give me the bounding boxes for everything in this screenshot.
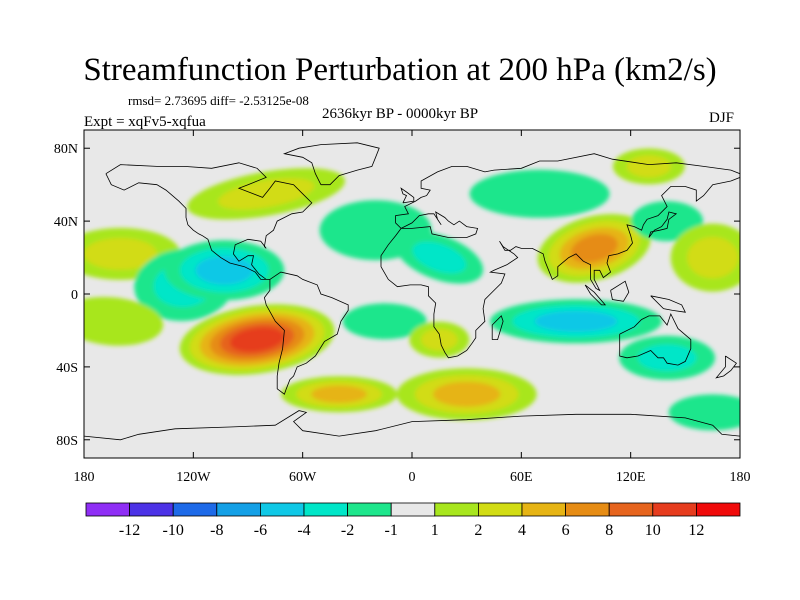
contour-fill xyxy=(84,238,157,270)
colorbar-label: -12 xyxy=(119,522,140,539)
colorbar-label: 6 xyxy=(562,522,570,539)
colorbar-swatch xyxy=(303,502,348,517)
colorbar-swatch xyxy=(696,502,741,517)
anomaly-region xyxy=(490,299,662,344)
colorbar-swatch xyxy=(565,502,610,517)
colorbar-label: 8 xyxy=(605,522,613,539)
colorbar-swatch xyxy=(85,502,130,517)
coastline-great-britain xyxy=(400,187,415,204)
colorbar-swatch xyxy=(434,502,479,517)
experiment-label: Expt = xqFv5-xqfua xyxy=(84,114,206,130)
y-tick-label: 0 xyxy=(71,288,78,303)
coastline-australia xyxy=(619,312,692,366)
rmsd-diff-stats: rmsd= 2.73695 diff= -2.53125e-08 xyxy=(128,93,309,108)
contour-fill xyxy=(218,178,315,210)
coastline-north-america xyxy=(105,162,313,280)
anomaly-region xyxy=(612,148,685,185)
anomaly-region xyxy=(281,376,398,413)
x-tick-label: 120W xyxy=(176,470,211,485)
colorbar-swatch xyxy=(259,502,305,517)
anomaly-region xyxy=(631,201,704,242)
colorbar-swatch xyxy=(521,502,566,517)
colorbar-label: -2 xyxy=(341,522,354,539)
coastline-madagascar xyxy=(491,315,504,340)
contour-fill xyxy=(570,234,618,263)
coastline-borneo xyxy=(610,280,630,302)
coastline-japan xyxy=(648,211,678,238)
season-label: DJF xyxy=(709,110,735,126)
anomaly-region xyxy=(396,368,537,421)
contour-fill xyxy=(412,241,467,274)
anomaly-region xyxy=(670,223,740,292)
x-tick-label: 180 xyxy=(730,470,751,485)
colorbar-label: -10 xyxy=(163,522,184,539)
contour-fill xyxy=(433,381,501,407)
contour-fill xyxy=(469,169,610,218)
y-tick-label: 40N xyxy=(54,215,78,230)
colorbar-swatch xyxy=(347,502,392,517)
coastline-sumatra xyxy=(584,284,607,306)
colorbar-label: 2 xyxy=(474,522,482,539)
contour-fill xyxy=(668,394,740,431)
anomaly-region xyxy=(668,394,740,431)
colorbar-label: 1 xyxy=(431,522,439,539)
contour-fill xyxy=(421,328,458,351)
colorbar-swatch xyxy=(172,502,218,517)
contour-fill xyxy=(230,327,285,352)
colorbar-swatch xyxy=(652,502,697,517)
colorbar-label: 10 xyxy=(645,522,661,539)
coastline-new-zealand xyxy=(715,355,737,379)
coastline-south-america xyxy=(263,271,349,395)
colorbar-label: -1 xyxy=(385,522,398,539)
y-tick-label: 80N xyxy=(54,142,78,157)
coastline-antarctica xyxy=(84,410,740,441)
anomaly-region xyxy=(179,304,335,375)
time-period-label: 2636kyr BP - 0000kyr BP xyxy=(322,106,479,122)
colorbar-label: -6 xyxy=(254,522,267,539)
colorbar-label: -4 xyxy=(297,522,310,539)
chart-title: Streamfunction Perturbation at 200 hPa (… xyxy=(83,52,717,88)
anomaly-region xyxy=(164,240,285,301)
anomaly-region xyxy=(395,231,484,284)
coastline-greenland xyxy=(282,142,380,186)
coastline-mediterranean xyxy=(400,211,479,238)
colorbar-swatch xyxy=(608,502,654,517)
contour-fill xyxy=(637,344,697,372)
anomaly-region xyxy=(619,335,716,380)
anomaly-region xyxy=(84,296,164,346)
contour-fill xyxy=(534,310,618,332)
colorbar-label: 4 xyxy=(518,522,526,539)
y-tick-label: 80S xyxy=(56,434,78,449)
colorbar-swatch xyxy=(129,502,174,517)
x-tick-label: 0 xyxy=(409,470,416,485)
x-tick-label: 120E xyxy=(616,470,646,485)
anomaly-region xyxy=(342,303,427,340)
x-tick-label: 60E xyxy=(510,470,533,485)
x-tick-label: 60W xyxy=(289,470,317,485)
coastline-africa-eurasia xyxy=(380,153,740,359)
anomaly-region xyxy=(469,169,610,218)
colorbar-swatch xyxy=(390,502,436,517)
anomaly-region xyxy=(409,321,470,358)
contour-fill xyxy=(626,155,671,178)
colorbar-swatch xyxy=(216,502,261,517)
anomaly-region xyxy=(537,214,651,283)
contour-fill xyxy=(195,255,254,285)
contour-fill xyxy=(342,303,427,340)
colorbar-label: 12 xyxy=(688,522,704,539)
contour-fill xyxy=(687,236,739,279)
x-tick-label: 180 xyxy=(74,470,95,485)
coastline-new-guinea xyxy=(650,295,686,313)
colorbar-swatch xyxy=(477,502,523,517)
contour-fill xyxy=(84,296,164,346)
contour-fill xyxy=(631,201,704,242)
colorbar-label: -8 xyxy=(210,522,223,539)
contour-fill xyxy=(311,385,367,403)
anomaly-region xyxy=(187,168,346,220)
y-tick-label: 40S xyxy=(56,361,78,376)
